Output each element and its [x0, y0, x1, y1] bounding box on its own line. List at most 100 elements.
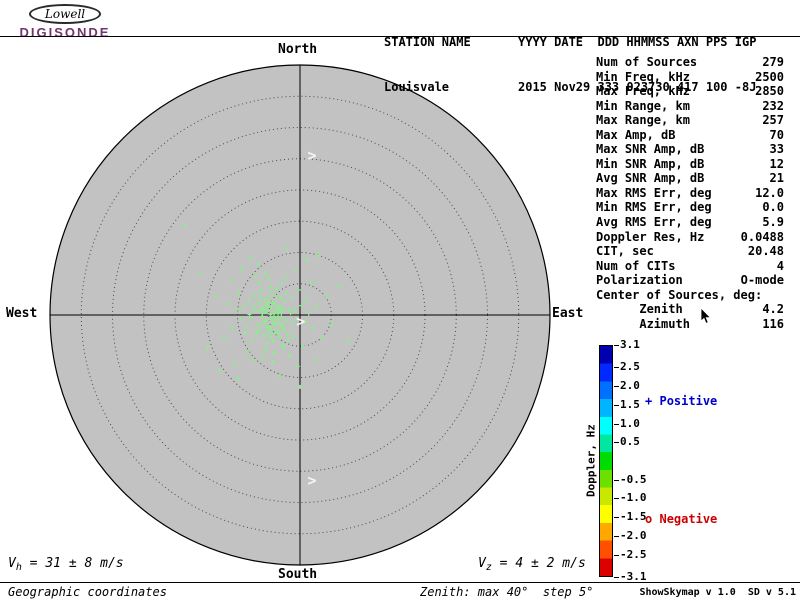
stat-value: O-mode — [740, 273, 784, 288]
compass-label-south: South — [278, 567, 318, 582]
stat-value: 20.48 — [747, 244, 784, 259]
stat-value: 21 — [769, 171, 784, 186]
stat-label: Avg SNR Amp, dB — [596, 171, 705, 186]
compass-label-east: East — [552, 306, 584, 321]
stat-row: Polarization O-mode — [596, 273, 784, 288]
stat-row: Min RMS Err, deg 0.0 — [596, 200, 784, 215]
colorbar-tick-label: 0.5 — [620, 435, 640, 449]
stat-value: 257 — [762, 113, 784, 128]
zenith-range-note: Zenith: max 40° step 5° — [420, 585, 594, 599]
stat-value: 116 — [762, 316, 784, 331]
digisonde-wordmark: DIGISONDE — [19, 25, 111, 40]
source-points — [183, 223, 351, 389]
stat-row: Avg RMS Err, deg 5.9 — [596, 215, 784, 230]
colorbar-tick — [614, 535, 619, 537]
colorbar-tick — [614, 345, 619, 346]
lowell-logo-text: Lowell — [44, 7, 86, 21]
stat-row: Zenith 4.2 — [596, 302, 784, 317]
vertical-velocity-readout: Vz = 4 ± 2 m/s — [478, 556, 586, 573]
colorbar-tick — [614, 423, 619, 425]
vz-subscript: z — [485, 562, 492, 573]
stat-value: 5.9 — [762, 215, 784, 230]
stat-label: Max RMS Err, deg — [596, 185, 712, 200]
stat-value: 0.0 — [762, 200, 784, 215]
direction-arrow: > — [308, 472, 317, 490]
colorbar-tick-label: -3.1 — [620, 570, 647, 583]
software-version-label: ShowSkymap v 1.0 SD v 5.1 — [639, 587, 796, 598]
legend-negative-label: Negative — [659, 512, 718, 526]
colorbar-tick — [614, 404, 619, 406]
stat-row: Num of CITs 4 — [596, 259, 784, 274]
colorbar-tick — [614, 386, 619, 388]
stat-row: Doppler Res, Hz 0.0488 — [596, 230, 784, 245]
stat-value: 279 — [762, 55, 784, 69]
stat-label: Max Freq, kHz — [596, 84, 690, 99]
colorbar-tick-label: 1.5 — [620, 397, 640, 411]
stat-row: Min Freq, kHz 2500 — [596, 70, 784, 85]
station-block: STATION NAME Louisvale — [384, 5, 471, 125]
stat-value: 33 — [769, 142, 784, 157]
stat-label: Max SNR Amp, dB — [596, 142, 705, 157]
stat-value: 232 — [762, 98, 784, 113]
data-fields-values: 2015 Nov29 333 023730 417 100 -8J — [518, 80, 757, 94]
stat-row: Max Range, km 257 — [596, 113, 784, 128]
stat-label: Max Range, km — [596, 113, 690, 128]
stat-value: 12 — [769, 156, 784, 171]
stat-label: Min Range, km — [596, 98, 690, 113]
stat-value: 4 — [776, 258, 784, 273]
compass-label-north: North — [278, 42, 318, 57]
direction-arrow: > — [308, 147, 317, 165]
colorbar-tick-label: 2.0 — [620, 379, 640, 393]
colorbar-tick — [614, 554, 619, 556]
lowell-logo: Lowell DIGISONDE — [6, 3, 124, 40]
compass-label-west: West — [6, 306, 38, 321]
stat-row: Max Freq, kHz 2850 — [596, 84, 784, 99]
colorbar-tick — [614, 517, 619, 519]
stat-label: Num of CITs — [596, 258, 676, 273]
stat-label: Zenith — [596, 302, 683, 317]
legend-positive-label: Positive — [659, 394, 718, 408]
colorbar-tick — [614, 577, 619, 578]
colorbar-tick — [614, 479, 619, 481]
stat-row: Num of Sources 279 — [596, 55, 784, 70]
stat-label: Avg RMS Err, deg — [596, 215, 712, 230]
stat-row: Min Range, km 232 — [596, 99, 784, 114]
lowell-logo-oval: Lowell — [28, 4, 102, 24]
direction-arrow: > — [296, 312, 305, 330]
station-name-label: STATION NAME — [384, 35, 471, 49]
vh-value: = 31 ± 8 m/s — [21, 556, 124, 571]
stat-value: 2500 — [755, 69, 784, 84]
colorbar-tick-label: -2.5 — [620, 547, 647, 561]
stat-label: CIT, sec — [596, 244, 654, 259]
circle-marker: o — [645, 512, 653, 526]
colorbar-tick-label: 1.0 — [620, 416, 640, 430]
stat-label: Min SNR Amp, dB — [596, 156, 705, 171]
header-separator — [0, 36, 800, 37]
colorbar-tick-label: -1.5 — [620, 510, 647, 524]
stat-label: Center of Sources, deg: — [596, 287, 763, 302]
stat-label: Min RMS Err, deg — [596, 200, 712, 215]
stat-row: Azimuth 116 — [596, 317, 784, 332]
plus-marker: + — [645, 394, 653, 408]
stat-row: Center of Sources, deg: — [596, 288, 784, 303]
legend-positive: + Positive — [645, 394, 717, 408]
stat-row: CIT, sec 20.48 — [596, 244, 784, 259]
stat-value: 4.2 — [762, 302, 784, 317]
colorbar-tick-label: -2.0 — [620, 528, 647, 542]
stat-value: 70 — [769, 127, 784, 142]
coordinate-system-note: Geographic coordinates — [8, 585, 167, 599]
colorbar-tick-label: 3.1 — [620, 338, 640, 351]
horizontal-velocity-readout: Vh = 31 ± 8 m/s — [8, 556, 124, 573]
stat-row: Max Amp, dB 70 — [596, 128, 784, 143]
colorbar-tick-label: 2.5 — [620, 360, 640, 374]
vh-symbol: V — [8, 556, 16, 571]
colorbar-tick-label: -0.5 — [620, 472, 647, 486]
stats-panel: Num of Sources 279 Min Freq, kHz 2500 Max Fr… — [596, 55, 784, 331]
stat-value: 12.0 — [755, 185, 784, 200]
vz-value: = 4 ± 2 m/s — [491, 556, 586, 571]
stat-row: Avg SNR Amp, dB 21 — [596, 171, 784, 186]
stat-value: 0.0488 — [740, 229, 784, 244]
data-fields-block: YYYY DATE DDD HHMMSS AXN PPS IGP 2015 No… — [518, 5, 756, 125]
